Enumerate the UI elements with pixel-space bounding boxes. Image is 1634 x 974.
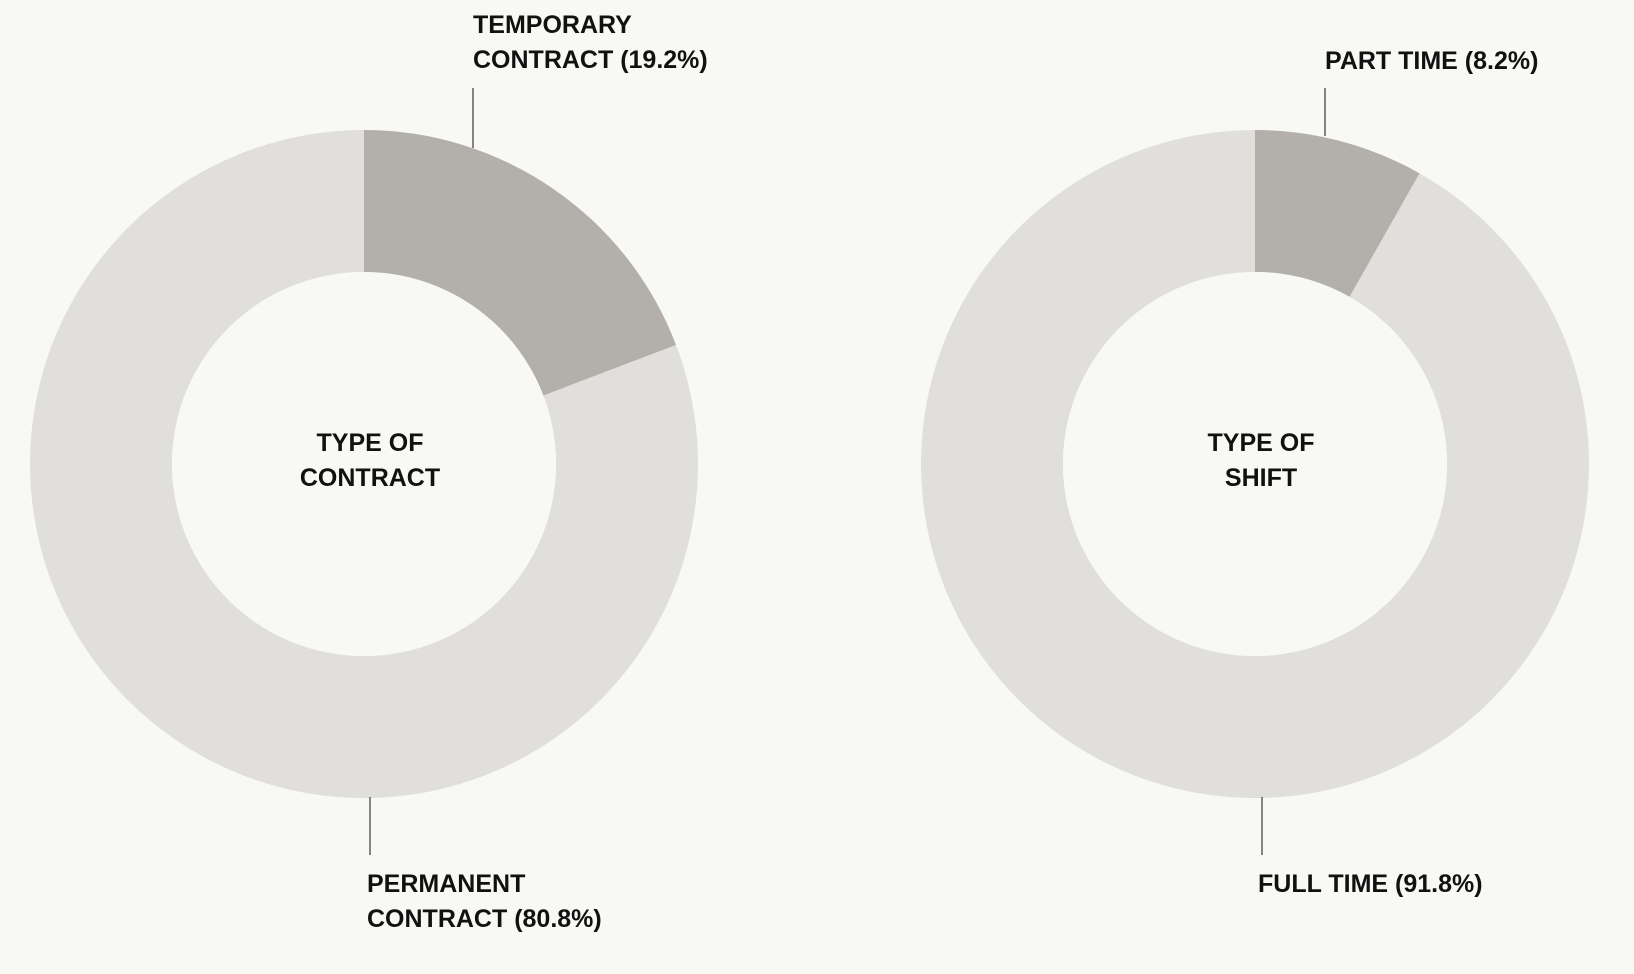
donut-segment xyxy=(30,130,698,798)
segment-label: PART TIME (8.2%) xyxy=(1325,47,1539,75)
segment-label: PERMANENT CONTRACT (80.8%) xyxy=(367,870,602,933)
chart-title: TYPE OF CONTRACT xyxy=(299,429,441,492)
chart-title: TYPE OF SHIFT xyxy=(1207,429,1315,492)
donut-segment xyxy=(1255,130,1420,297)
segment-label: FULL TIME (91.8%) xyxy=(1258,870,1483,898)
donut-hole xyxy=(1063,272,1447,656)
segment-label: TEMPORARY CONTRACT (19.2%) xyxy=(473,11,708,74)
donut-segment xyxy=(364,130,677,396)
donut-hole xyxy=(172,272,556,656)
donut-segment xyxy=(921,130,1590,798)
